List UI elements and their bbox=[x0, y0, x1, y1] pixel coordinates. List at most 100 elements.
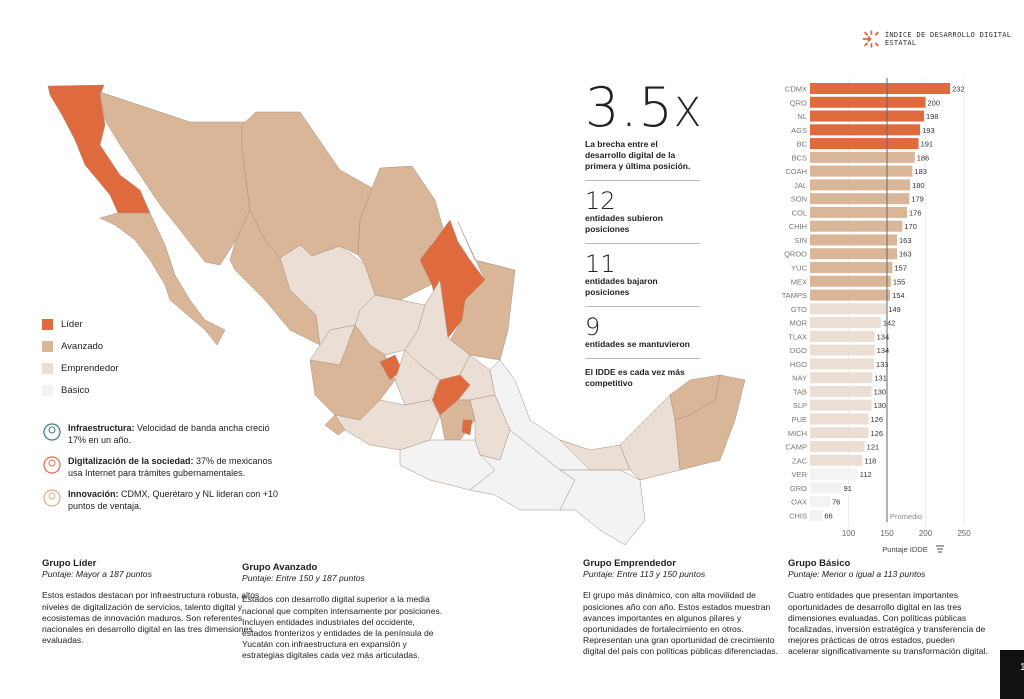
bar-mex bbox=[810, 275, 891, 287]
state-cdmx bbox=[461, 419, 473, 436]
category-label: SON bbox=[791, 195, 807, 204]
x-tick-label: 100 bbox=[842, 529, 856, 538]
category-label: JAL bbox=[794, 181, 807, 190]
category-label: QROO bbox=[784, 250, 807, 259]
x-axis-label: Puntaje IDDE bbox=[882, 545, 927, 554]
value-label: 193 bbox=[922, 126, 935, 135]
bar-chih bbox=[810, 220, 903, 232]
page-number: 1 bbox=[1000, 650, 1024, 699]
category-label: COL bbox=[792, 208, 807, 217]
category-label: NAY bbox=[792, 374, 807, 383]
category-label: QRO bbox=[790, 98, 807, 107]
report-header: ÍNDICE DE DESARROLLO DIGITAL ESTATAL bbox=[862, 28, 1024, 50]
bar-qroo bbox=[810, 248, 898, 260]
group-basico-description: Grupo Básico Puntaje: Menor o igual a 113… bbox=[788, 558, 988, 657]
value-label: 134 bbox=[877, 346, 890, 355]
bar-cdmx bbox=[810, 83, 951, 94]
report-title: ÍNDICE DE DESARROLLO DIGITAL ESTATAL bbox=[884, 31, 1012, 47]
bar-mich bbox=[810, 427, 869, 439]
group-avanzado-description: Grupo Avanzado Puntaje: Entre 150 y 187 p… bbox=[242, 562, 443, 661]
bar-coah bbox=[810, 165, 913, 177]
stat-same-text: entidades se mantuvieron bbox=[585, 339, 690, 349]
category-label: HGO bbox=[790, 360, 807, 369]
value-label: 126 bbox=[871, 429, 884, 438]
value-label: 163 bbox=[899, 236, 912, 245]
state-bcs bbox=[99, 212, 226, 346]
bar-camp bbox=[810, 441, 865, 453]
value-label: 121 bbox=[867, 443, 880, 452]
category-label: DGO bbox=[790, 346, 807, 355]
state-nl bbox=[419, 219, 486, 339]
bar-slp bbox=[810, 399, 872, 411]
innovation-hands-icon bbox=[43, 489, 61, 507]
value-label: 155 bbox=[893, 277, 906, 286]
bar-son bbox=[810, 193, 910, 205]
value-label: 118 bbox=[864, 456, 876, 465]
legend-item-lider: Líder bbox=[42, 318, 119, 330]
fact-item: Innovación: CDMX, Querétaro y NL lideran… bbox=[42, 488, 282, 512]
bar-col bbox=[810, 206, 908, 218]
value-label: 157 bbox=[894, 264, 907, 273]
x-tick-label: 250 bbox=[957, 529, 971, 538]
state-sin bbox=[229, 209, 321, 346]
legend-swatch bbox=[42, 340, 53, 352]
group-emprendedor-description: Grupo Emprendedor Puntaje: Entre 113 y 15… bbox=[583, 558, 778, 657]
legend-label: Avanzado bbox=[61, 340, 104, 352]
legend-item-emprendedor: Emprendedor bbox=[42, 362, 119, 374]
category-label: MICH bbox=[788, 429, 807, 438]
x-tick-label: 150 bbox=[880, 529, 894, 538]
legend-label: Básico bbox=[61, 384, 90, 396]
sort-icon[interactable] bbox=[936, 545, 944, 553]
value-label: 130 bbox=[874, 387, 887, 396]
x-tick-label: 200 bbox=[919, 529, 933, 538]
bar-pue bbox=[810, 413, 869, 425]
bar-qro bbox=[810, 96, 926, 108]
bar-ags bbox=[810, 124, 921, 136]
value-label: 66 bbox=[824, 511, 832, 520]
category-label: CHIS bbox=[789, 511, 807, 520]
bar-gto bbox=[810, 303, 887, 315]
value-label: 200 bbox=[928, 98, 941, 107]
category-label: TAMPS bbox=[782, 291, 807, 300]
bar-yuc bbox=[810, 262, 893, 274]
bar-hgo bbox=[810, 358, 874, 370]
value-label: 154 bbox=[892, 291, 905, 300]
category-label: GTO bbox=[791, 305, 807, 314]
legend-label: Líder bbox=[61, 318, 83, 330]
stats-panel: 3.5X La brecha entre el desarrollo digit… bbox=[585, 76, 703, 389]
key-facts: Infraestructura: Velocidad de banda anch… bbox=[42, 422, 282, 521]
value-label: 133 bbox=[876, 360, 889, 369]
category-label: MEX bbox=[791, 277, 807, 286]
value-label: 186 bbox=[917, 153, 930, 162]
category-label: ZAC bbox=[792, 456, 808, 465]
category-label: TLAX bbox=[788, 332, 807, 341]
state-camp bbox=[619, 394, 681, 481]
bar-ver bbox=[810, 468, 858, 480]
state-qroo bbox=[674, 374, 746, 471]
idde-bar-chart: 100 150 200 250 CDMX 232 QRO 200 NL 198 AGS 193 BC 19… bbox=[782, 78, 971, 554]
gap-description: La brecha entre el desarrollo digital de… bbox=[585, 139, 691, 171]
value-label: 170 bbox=[904, 222, 917, 231]
legend-swatch bbox=[42, 362, 53, 374]
bar-tamps bbox=[810, 289, 891, 301]
gap-stat: 3.5X bbox=[585, 76, 703, 139]
value-label: 76 bbox=[832, 498, 840, 507]
bar-bc bbox=[810, 138, 919, 150]
stat-up-text: entidades subieron posiciones bbox=[585, 213, 663, 234]
value-label: 91 bbox=[844, 484, 852, 493]
value-label: 198 bbox=[926, 112, 939, 121]
average-label: Promedio bbox=[890, 512, 922, 521]
category-label: SIN bbox=[794, 236, 807, 245]
bar-gro bbox=[810, 482, 842, 494]
value-label: 126 bbox=[871, 415, 884, 424]
category-label: VER bbox=[792, 470, 808, 479]
bar-zac bbox=[810, 454, 863, 466]
value-label: 130 bbox=[874, 401, 887, 410]
bar-mor bbox=[810, 317, 881, 329]
value-label: 112 bbox=[860, 470, 872, 479]
category-label: BCS bbox=[792, 153, 807, 162]
bar-tlax bbox=[810, 330, 875, 342]
stat-up-value: 12 bbox=[585, 187, 616, 215]
bar-nay bbox=[810, 372, 873, 384]
state-col bbox=[324, 414, 346, 436]
